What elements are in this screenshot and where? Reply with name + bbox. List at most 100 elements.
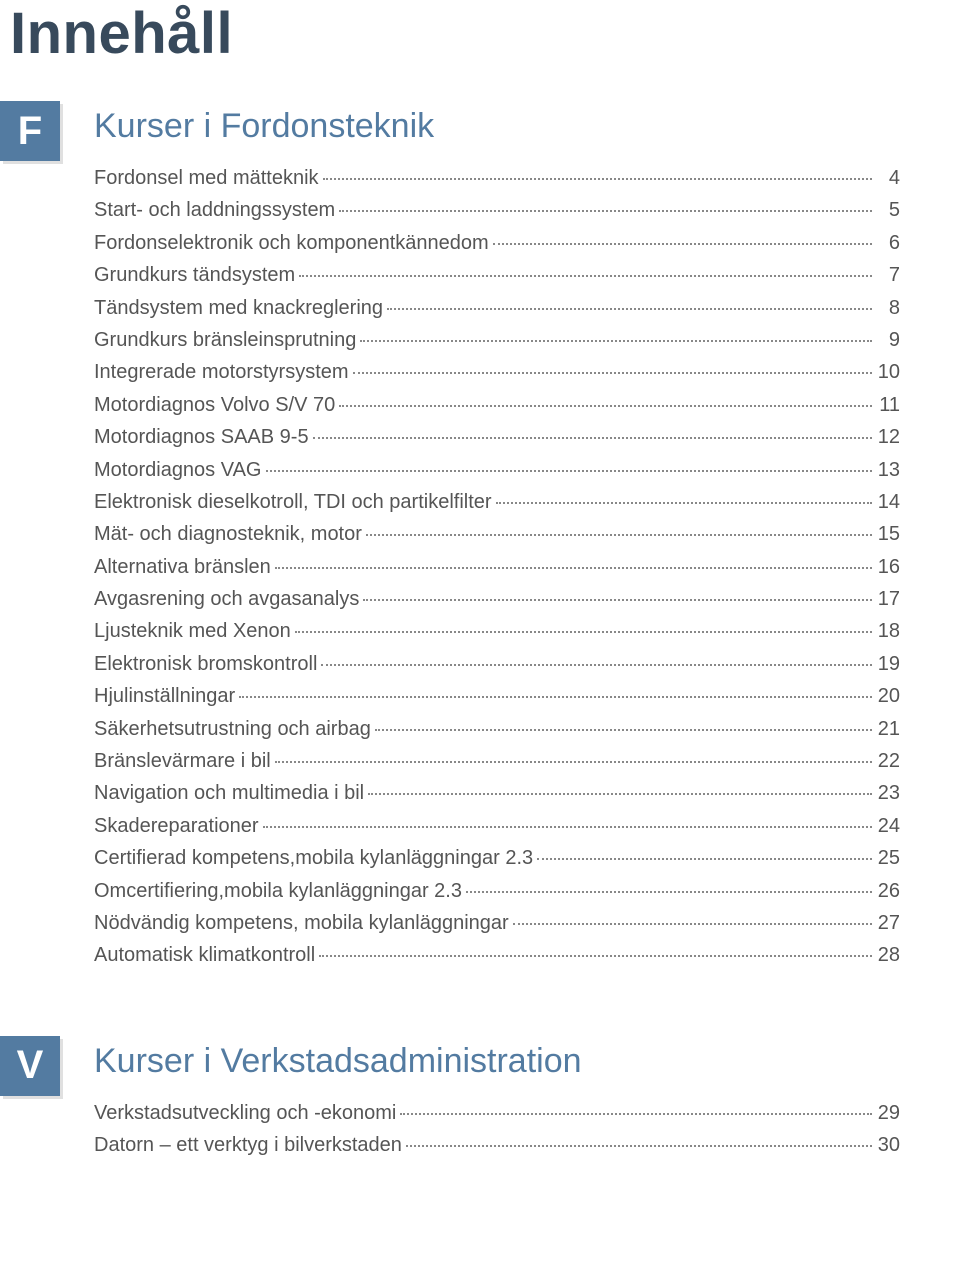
toc-page-number: 23	[876, 777, 900, 809]
toc-label: Hjulinställningar	[94, 680, 235, 712]
page-title: Innehåll	[0, 0, 900, 67]
toc-row: Mät- och diagnosteknik, motor 15	[94, 518, 900, 550]
toc-row: Alternativa bränslen 16	[94, 551, 900, 583]
toc-leader	[513, 923, 872, 925]
toc-page-number: 16	[876, 551, 900, 583]
toc-row: Avgasrening och avgasanalys17	[94, 583, 900, 615]
toc-page-number: 8	[876, 292, 900, 324]
toc-page-number: 30	[876, 1129, 900, 1161]
toc-section: VKurser i VerkstadsadministrationVerksta…	[0, 1042, 900, 1162]
toc-label: Motordiagnos SAAB 9-5	[94, 421, 309, 453]
toc-label: Grundkurs tändsystem	[94, 259, 295, 291]
toc-row: Elektronisk bromskontroll 19	[94, 648, 900, 680]
toc-row: Integrerade motorstyrsystem 10	[94, 356, 900, 388]
toc-page-number: 15	[876, 518, 900, 550]
section-body: Kurser i Verkstadsadministration Verkstad…	[94, 1042, 900, 1162]
toc-label: Automatisk klimatkontroll	[94, 939, 315, 971]
toc-list: Fordonsel med mätteknik4Start- och laddn…	[94, 162, 900, 972]
toc-label: Grundkurs bränsleinsprutning	[94, 324, 356, 356]
toc-label: Elektronisk bromskontroll	[94, 648, 317, 680]
toc-label: Omcertifiering,mobila kylanläggningar 2.…	[94, 875, 462, 907]
toc-label: Skadereparationer	[94, 810, 259, 842]
toc-page-number: 28	[876, 939, 900, 971]
toc-row: Hjulinställningar20	[94, 680, 900, 712]
toc-page-number: 12	[876, 421, 900, 453]
toc-page-number: 29	[876, 1097, 900, 1129]
toc-leader	[239, 696, 872, 698]
toc-leader	[496, 502, 872, 504]
toc-leader	[321, 664, 872, 666]
toc-page-number: 21	[876, 713, 900, 745]
toc-label: Säkerhetsutrustning och airbag	[94, 713, 371, 745]
section-tag: F	[0, 101, 60, 161]
toc-row: Motordiagnos SAAB 9-5 12	[94, 421, 900, 453]
toc-row: Automatisk klimatkontroll 28	[94, 939, 900, 971]
toc-leader	[266, 470, 873, 472]
toc-leader	[493, 243, 872, 245]
toc-label: Bränslevärmare i bil	[94, 745, 271, 777]
toc-label: Motordiagnos Volvo S/V 70	[94, 389, 335, 421]
toc-page-number: 10	[876, 356, 900, 388]
toc-leader	[263, 826, 872, 828]
toc-page-number: 6	[876, 227, 900, 259]
section-tag: V	[0, 1036, 60, 1096]
toc-label: Motordiagnos VAG	[94, 454, 262, 486]
toc-row: Navigation och multimedia i bil 23	[94, 777, 900, 809]
toc-leader	[275, 761, 872, 763]
toc-row: Bränslevärmare i bil 22	[94, 745, 900, 777]
toc-row: Motordiagnos Volvo S/V 70 11	[94, 389, 900, 421]
toc-list: Verkstadsutveckling och -ekonomi29Datorn…	[94, 1097, 900, 1162]
toc-page-number: 19	[876, 648, 900, 680]
toc-label: Certifierad kompetens,mobila kylanläggni…	[94, 842, 533, 874]
toc-page-number: 4	[876, 162, 900, 194]
toc-leader	[375, 729, 872, 731]
document-page: Innehåll FKurser i FordonsteknikFordonse…	[0, 0, 960, 1266]
toc-page-number: 9	[876, 324, 900, 356]
toc-label: Mät- och diagnosteknik, motor	[94, 518, 362, 550]
toc-row: Skadereparationer 24	[94, 810, 900, 842]
toc-row: Tändsystem med knackreglering 8	[94, 292, 900, 324]
toc-label: Verkstadsutveckling och -ekonomi	[94, 1097, 396, 1129]
toc-page-number: 27	[876, 907, 900, 939]
toc-row: Verkstadsutveckling och -ekonomi 29	[94, 1097, 900, 1129]
toc-leader	[295, 631, 872, 633]
toc-page-number: 13	[876, 454, 900, 486]
toc-row: Certifierad kompetens,mobila kylanläggni…	[94, 842, 900, 874]
toc-label: Datorn – ett verktyg i bilverkstaden	[94, 1129, 402, 1161]
section-heading: Kurser i Verkstadsadministration	[94, 1042, 900, 1081]
toc-label: Navigation och multimedia i bil	[94, 777, 364, 809]
toc-page-number: 24	[876, 810, 900, 842]
toc-leader	[339, 405, 872, 407]
toc-page-number: 25	[876, 842, 900, 874]
toc-leader	[360, 340, 872, 342]
toc-label: Elektronisk dieselkotroll, TDI och parti…	[94, 486, 492, 518]
toc-label: Alternativa bränslen	[94, 551, 271, 583]
toc-leader	[366, 534, 872, 536]
toc-leader	[275, 567, 872, 569]
toc-page-number: 22	[876, 745, 900, 777]
toc-row: Start- och laddningssystem5	[94, 194, 900, 226]
toc-leader	[363, 599, 872, 601]
toc-label: Fordonselektronik och komponentkännedom	[94, 227, 489, 259]
toc-page-number: 14	[876, 486, 900, 518]
section-heading: Kurser i Fordonsteknik	[94, 107, 900, 146]
toc-page-number: 11	[876, 389, 900, 421]
toc-leader	[299, 275, 872, 277]
toc-label: Start- och laddningssystem	[94, 194, 335, 226]
toc-page-number: 17	[876, 583, 900, 615]
toc-row: Omcertifiering,mobila kylanläggningar 2.…	[94, 875, 900, 907]
toc-row: Säkerhetsutrustning och airbag 21	[94, 713, 900, 745]
toc-leader	[339, 210, 872, 212]
toc-label: Ljusteknik med Xenon	[94, 615, 291, 647]
toc-label: Tändsystem med knackreglering	[94, 292, 383, 324]
toc-section: FKurser i FordonsteknikFordonsel med mät…	[0, 107, 900, 972]
toc-label: Integrerade motorstyrsystem	[94, 356, 349, 388]
toc-row: Datorn – ett verktyg i bilverkstaden 30	[94, 1129, 900, 1161]
sections-container: FKurser i FordonsteknikFordonsel med mät…	[0, 107, 900, 1162]
toc-row: Motordiagnos VAG 13	[94, 454, 900, 486]
toc-leader	[400, 1113, 872, 1115]
toc-leader	[537, 858, 872, 860]
toc-row: Elektronisk dieselkotroll, TDI och parti…	[94, 486, 900, 518]
toc-row: Grundkurs tändsystem7	[94, 259, 900, 291]
toc-leader	[323, 178, 872, 180]
